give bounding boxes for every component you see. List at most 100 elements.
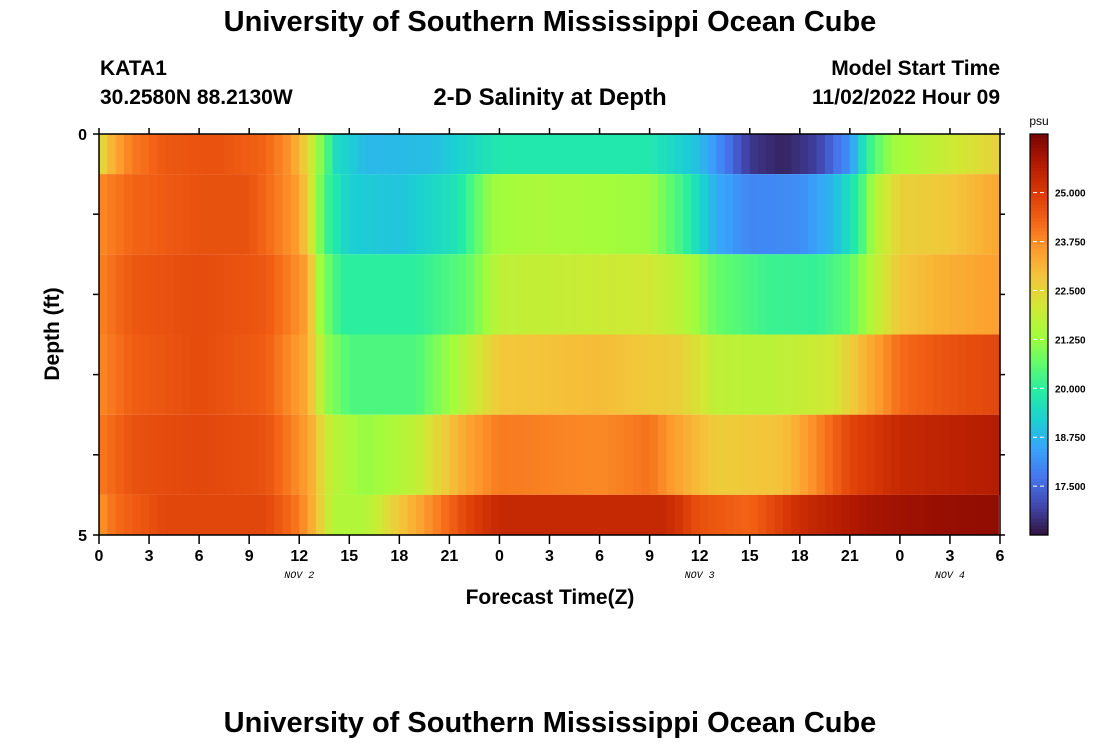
date-label: NOV 4: [935, 571, 965, 582]
heatmap-cell: [891, 174, 901, 255]
colorbar-segment: [1030, 240, 1048, 245]
heatmap-cell: [657, 174, 667, 255]
heatmap-cell: [899, 414, 909, 495]
heatmap-cell: [666, 254, 676, 335]
x-tick-label: 6: [996, 548, 1005, 565]
heatmap-cell: [265, 254, 275, 335]
colorbar-segment: [1030, 414, 1048, 419]
heatmap-cell: [140, 414, 150, 495]
heatmap-cell: [274, 494, 284, 535]
heatmap-cell: [733, 334, 742, 415]
colorbar-segment: [1030, 341, 1048, 346]
heatmap-cell: [340, 334, 350, 415]
heatmap-cell: [190, 334, 200, 415]
heatmap-cell: [249, 334, 259, 415]
heatmap-cell: [758, 494, 767, 535]
colorbar-segment: [1030, 297, 1048, 302]
heatmap-cell: [657, 494, 667, 535]
heatmap-cell: [591, 334, 601, 415]
heatmap-cell: [766, 494, 776, 535]
heatmap-cell: [716, 494, 726, 535]
heatmap-cell: [749, 134, 759, 175]
heatmap-cell: [716, 334, 726, 415]
heatmap-cell: [724, 134, 734, 175]
heatmap-cell: [724, 414, 734, 495]
heatmap-cell: [357, 254, 367, 335]
colorbar-segment: [1030, 397, 1048, 402]
heatmap-cell: [916, 134, 926, 175]
colorbar-segment: [1030, 514, 1048, 519]
heatmap-cell: [174, 254, 184, 335]
heatmap-cell: [649, 134, 659, 175]
heatmap-cell: [349, 334, 359, 415]
heatmap-cell: [457, 174, 467, 255]
heatmap-cell: [966, 494, 976, 535]
heatmap-cell: [949, 334, 959, 415]
colorbar-tick-label: 17.500: [1055, 482, 1086, 493]
x-tick-label: 12: [691, 548, 709, 565]
heatmap-cell: [774, 254, 784, 335]
heatmap-cell: [190, 174, 200, 255]
heatmap-cell: [691, 334, 701, 415]
colorbar-segment: [1030, 454, 1048, 459]
heatmap-cell: [299, 134, 309, 175]
heatmap-cell: [783, 414, 793, 495]
colorbar-segment: [1030, 244, 1048, 249]
heatmap-cell: [482, 134, 492, 175]
heatmap-cell: [365, 254, 375, 335]
heatmap-cell: [207, 134, 217, 175]
colorbar-segment: [1030, 384, 1048, 389]
heatmap-cell: [274, 174, 284, 255]
heatmap-cell: [491, 334, 501, 415]
heatmap-cell: [249, 414, 259, 495]
colorbar-segment: [1030, 424, 1048, 429]
heatmap-cell: [432, 414, 442, 495]
heatmap-cell: [866, 174, 876, 255]
heatmap-cell: [199, 494, 209, 535]
heatmap-cell: [816, 134, 826, 175]
y-tick-label: 0: [78, 127, 87, 144]
heatmap-cell: [432, 174, 442, 255]
heatmap-cell: [899, 134, 909, 175]
heatmap-cell: [966, 334, 976, 415]
heatmap-cell: [866, 494, 876, 535]
heatmap-cell: [390, 134, 400, 175]
heatmap-cell: [232, 334, 242, 415]
heatmap-cell: [491, 254, 501, 335]
heatmap-cell: [390, 494, 400, 535]
heatmap-cell: [574, 334, 584, 415]
model-start-label: Model Start Time: [831, 57, 1000, 80]
repeated-chart-title: University of Southern Mississippi Ocean…: [223, 707, 877, 739]
heatmap-cell: [591, 494, 601, 535]
colorbar-segment: [1030, 154, 1048, 158]
heatmap-cell: [491, 414, 501, 495]
heatmap-cell: [491, 134, 501, 175]
heatmap-cell: [958, 174, 968, 255]
heatmap-cell: [124, 334, 133, 415]
heatmap-cell: [199, 174, 209, 255]
heatmap-cell: [557, 134, 567, 175]
heatmap-cell: [624, 414, 634, 495]
heatmap-cell: [340, 494, 350, 535]
heatmap-cell: [474, 254, 484, 335]
heatmap-cell: [582, 334, 592, 415]
heatmap-cell: [107, 414, 117, 495]
heatmap-cell: [733, 254, 742, 335]
colorbar-segment: [1030, 134, 1048, 138]
heatmap-cell: [733, 494, 742, 535]
heatmap-cell: [215, 334, 225, 415]
heatmap-cell: [849, 494, 859, 535]
colorbar-segment: [1030, 431, 1048, 436]
heatmap-cell: [357, 494, 367, 535]
colorbar-segment: [1030, 230, 1048, 235]
heatmap-cell: [858, 254, 868, 335]
heatmap-cell: [374, 334, 384, 415]
heatmap-cell: [816, 414, 826, 495]
heatmap-cell: [207, 334, 217, 415]
colorbar-segment: [1030, 448, 1048, 453]
colorbar-segment: [1030, 344, 1048, 349]
heatmap-cell: [641, 174, 651, 255]
heatmap-cell: [265, 134, 275, 175]
heatmap-cell: [441, 174, 450, 255]
heatmap-cell: [224, 134, 234, 175]
